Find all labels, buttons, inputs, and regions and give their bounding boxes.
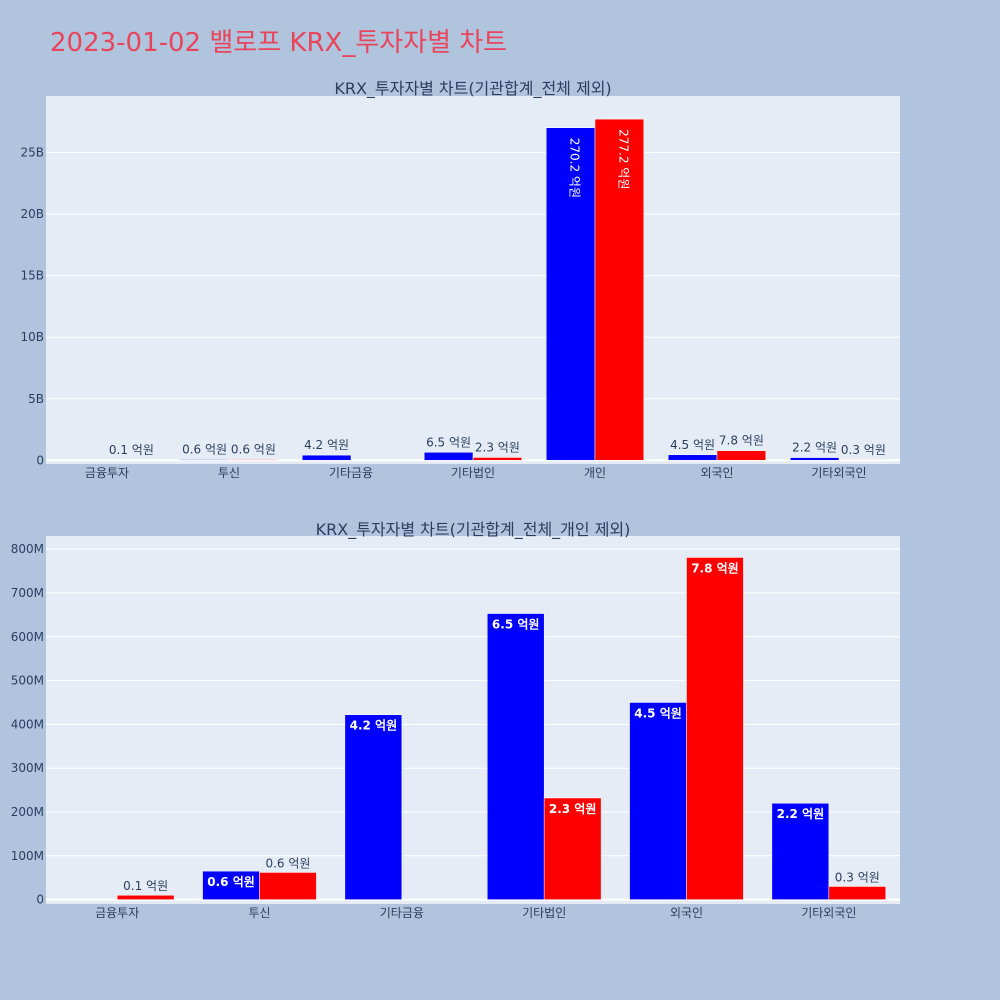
bar-label: 2.3 억원 — [549, 802, 597, 816]
bar — [629, 702, 687, 900]
bar-label: 2.3 억원 — [475, 440, 520, 454]
bar-label: 4.5 억원 — [634, 706, 682, 720]
bar — [486, 613, 545, 900]
bar-label: 4.2 억원 — [350, 719, 398, 733]
x-tick-label: 기타법인 — [522, 906, 566, 920]
bar-label: 4.2 억원 — [304, 438, 349, 452]
y-tick-label: 0 — [36, 453, 44, 467]
bar — [771, 802, 830, 900]
bar-label: 0.3 억원 — [841, 443, 886, 457]
x-tick-label: 기타금융 — [329, 466, 373, 480]
bar-label: 0.1 억원 — [123, 879, 168, 893]
y-tick-label: 600M — [11, 630, 44, 644]
bar — [667, 454, 718, 461]
bar — [344, 714, 403, 900]
bar — [828, 886, 887, 900]
bar — [202, 870, 260, 900]
bar-label: 0.1 억원 — [109, 443, 154, 457]
bar-label: 7.8 억원 — [719, 434, 764, 448]
bar — [716, 450, 767, 461]
bar — [179, 459, 230, 461]
y-tick-label: 25B — [20, 146, 44, 160]
y-tick-label: 800M — [11, 542, 44, 556]
bar — [423, 452, 474, 461]
bar-label: 0.6 억원 — [207, 875, 255, 889]
bar — [228, 459, 279, 461]
bar — [472, 457, 523, 461]
chart-subtitle: KRX_투자자별 차트(기관합계_전체_개인 제외) — [316, 520, 631, 540]
x-tick-label: 외국인 — [700, 466, 733, 480]
bar-label: 6.5 억원 — [492, 618, 540, 632]
y-tick-label: 300M — [11, 761, 44, 775]
y-tick-label: 100M — [11, 849, 44, 863]
chart-subtitle: KRX_투자자별 차트(기관합계_전체 제외) — [334, 79, 611, 99]
y-tick-label: 5B — [28, 392, 44, 406]
bar-label: 0.3 억원 — [835, 870, 880, 884]
page-title: 2023-01-02 밸로프 KRX_투자자별 차트 — [50, 28, 508, 58]
bar-label: 2.2 억원 — [777, 807, 825, 821]
x-tick-label: 금융투자 — [95, 906, 139, 920]
y-tick-label: 0 — [36, 893, 44, 907]
x-tick-label: 투신 — [218, 466, 240, 480]
bar — [543, 797, 602, 900]
x-tick-label: 금융투자 — [85, 466, 129, 480]
bar — [259, 872, 317, 900]
bar-label: 4.5 억원 — [670, 438, 715, 452]
y-tick-label: 400M — [11, 717, 44, 731]
bar — [301, 454, 352, 461]
x-tick-label: 외국인 — [670, 906, 703, 920]
bar — [594, 118, 645, 461]
y-tick-label: 200M — [11, 805, 44, 819]
bar-label: 0.6 억원 — [231, 443, 276, 457]
bar-label: 0.6 억원 — [182, 443, 227, 457]
bar — [116, 894, 175, 900]
y-tick-label: 20B — [20, 207, 44, 221]
bar — [789, 457, 840, 461]
bar-label: 277.2 억원 — [616, 129, 630, 189]
x-tick-label: 개인 — [584, 466, 606, 480]
chart-2: 0 100M 200M 300M 400M 500M 600M 700M 800M KRX_투자자… — [11, 520, 900, 920]
y-tick-label: 500M — [11, 674, 44, 688]
bar-label: 0.6 억원 — [265, 856, 310, 870]
bar-label: 2.2 억원 — [792, 441, 837, 455]
x-tick-label: 기타외국인 — [811, 466, 866, 480]
x-tick-label: 기타외국인 — [801, 906, 856, 920]
bar-label: 7.8 억원 — [691, 561, 739, 575]
plot-area — [46, 536, 900, 904]
bar — [686, 557, 744, 900]
bar-label: 6.5 억원 — [426, 435, 471, 449]
x-tick-label: 기타법인 — [451, 466, 495, 480]
chart-1: 0 5B 10B 15B 20B 25B KRX_투자자별 차트(기관합계_전체 제외) 금융… — [20, 79, 900, 480]
y-tick-label: 15B — [20, 269, 44, 283]
y-tick-label: 10B — [20, 330, 44, 344]
x-tick-label: 투신 — [248, 906, 270, 920]
x-tick-label: 기타금융 — [380, 906, 424, 920]
bar-label: 270.2 억원 — [568, 138, 582, 198]
y-tick-label: 700M — [11, 586, 44, 600]
plot-area — [46, 96, 900, 464]
